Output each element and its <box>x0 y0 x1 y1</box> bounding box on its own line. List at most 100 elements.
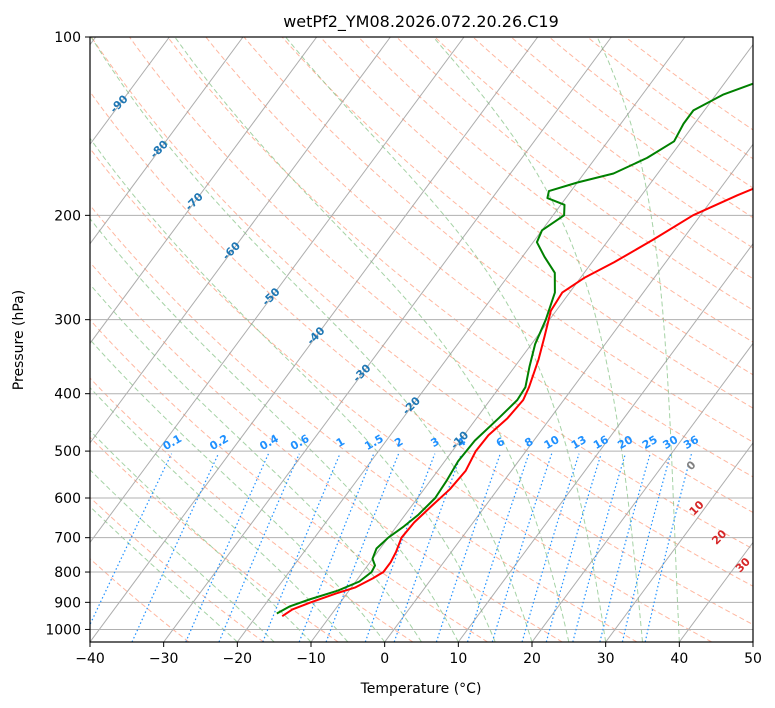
isotherm-label: -60 <box>220 239 243 262</box>
mixing-ratio-label: 6 <box>494 435 507 450</box>
dry-adiabat-label: 0 <box>684 458 699 473</box>
x-tick-label: 20 <box>523 651 541 667</box>
moist-adiabat-line <box>90 338 386 642</box>
isotherm-line <box>605 442 753 642</box>
isotherm-label: -80 <box>148 138 171 161</box>
mixing-ratio-line <box>491 453 553 642</box>
mixing-ratio-label: 0.4 <box>257 432 281 453</box>
dry-adiabat-label: 10 <box>687 498 707 518</box>
y-tick-label: 400 <box>54 387 81 403</box>
dry-adiabat-label: 20 <box>709 527 729 547</box>
mixing-ratio-line <box>393 453 463 642</box>
mixing-ratio-label: 20 <box>615 433 635 452</box>
dry-adiabat-line <box>243 37 753 443</box>
x-tick-label: −40 <box>75 651 105 667</box>
dry-adiabat-line <box>90 147 712 642</box>
y-axis-ticks: 100 200 300 400 500 600 700 800 900 1000 <box>45 30 90 638</box>
isotherm-line <box>90 37 539 642</box>
plot-frame <box>89 36 754 643</box>
moist-adiabat-line <box>90 137 496 642</box>
x-tick-label: −20 <box>223 651 253 667</box>
dry-adiabat-line <box>90 377 414 642</box>
x-tick-label: −10 <box>296 651 326 667</box>
dry-adiabat-line <box>472 37 753 249</box>
dry-adiabat-line <box>90 90 753 626</box>
isotherm-line <box>236 37 686 642</box>
mixing-ratio-line <box>599 453 651 642</box>
y-tick-label: 500 <box>54 444 81 460</box>
mixing-ratio-line <box>298 453 375 642</box>
isotherm-line <box>90 37 391 444</box>
mixing-ratio-label: 1.5 <box>362 432 385 453</box>
isotherm-label: -40 <box>304 324 327 347</box>
isotherm-line <box>384 143 753 642</box>
mixing-ratio-line <box>621 453 672 642</box>
dry-adiabat-line <box>434 37 753 280</box>
mixing-ratio-label: 2 <box>392 435 405 450</box>
y-tick-label: 200 <box>54 208 81 224</box>
isotherm-line <box>752 641 753 642</box>
x-axis-title: Temperature (°C) <box>360 681 482 697</box>
mixing-ratio-label: 30 <box>660 433 680 452</box>
mixing-ratio-label: 1 <box>334 435 347 450</box>
mixing-ratio-line <box>90 453 173 626</box>
line-labels: 0.1 0.2 0.4 0.6 1 1.5 2 3 4 6 8 10 13 16 20 25 30 36-100-… <box>90 47 775 603</box>
x-tick-label: 0 <box>380 651 389 667</box>
y-tick-label: 600 <box>54 491 81 507</box>
mixing-ratio-label: 0.2 <box>207 432 230 453</box>
y-tick-label: 700 <box>54 531 81 547</box>
moist-adiabat-line <box>285 37 607 642</box>
plot-area: 0.1 0.2 0.4 0.6 1 1.5 2 3 4 6 8 10 13 16 20 25 30 36-100-… <box>90 37 775 642</box>
moist-adiabat-line <box>90 469 275 642</box>
mixing-ratio-line <box>521 453 580 642</box>
dry-adiabat-line <box>319 37 753 376</box>
isotherm-line <box>90 37 244 245</box>
pressure-gridlines <box>90 37 753 630</box>
dry-adiabat-line <box>396 37 753 311</box>
isotherm-line <box>90 37 318 345</box>
y-tick-label: 900 <box>54 595 81 611</box>
dry-adiabat-line <box>358 37 753 343</box>
y-axis-title: Pressure (hPa) <box>11 290 27 390</box>
y-tick-label: 1000 <box>45 622 81 638</box>
dry-adiabat-line <box>90 261 563 642</box>
isotherm-line <box>310 43 753 642</box>
x-tick-label: 40 <box>670 651 688 667</box>
mixing-ratio-label: 25 <box>640 433 660 452</box>
isotherm-line <box>457 242 753 642</box>
moist-adiabat-line <box>90 429 312 642</box>
isotherm-line <box>531 342 753 642</box>
mixing-ratio-line <box>262 453 341 642</box>
mixing-ratio-line <box>325 453 400 642</box>
mixing-ratio-line <box>466 453 530 642</box>
dry-adiabat-line <box>548 37 753 189</box>
moist-adiabat-line <box>90 387 349 642</box>
isotherm-line <box>163 37 612 642</box>
y-tick-label: 100 <box>54 30 81 46</box>
dry-adiabat-line <box>90 436 339 642</box>
mixing-ratio-label: 13 <box>569 433 589 452</box>
mixing-ratio-label: 0.6 <box>288 432 312 453</box>
dry-adiabat-line <box>167 37 753 514</box>
isotherm-line <box>90 37 465 544</box>
dry-adiabat-line <box>129 37 753 550</box>
dry-adiabat-label: 40 <box>756 583 775 603</box>
dewpoint-profile-line <box>276 82 753 615</box>
mixing-ratio-label: 8 <box>522 435 535 450</box>
dry-adiabat-line <box>510 37 753 219</box>
moist-adiabat-line <box>90 37 533 642</box>
dry-adiabat-line <box>90 496 264 642</box>
isotherm-line <box>678 541 753 642</box>
y-tick-label: 300 <box>54 313 81 329</box>
x-tick-label: 50 <box>744 651 762 667</box>
mixing-ratio-line <box>131 453 219 642</box>
dry-adiabat-line <box>90 204 638 642</box>
moist-adiabat-line <box>432 37 643 642</box>
dry-adiabat-line <box>90 558 190 642</box>
moist-adiabat-line <box>174 37 570 642</box>
isotherm-label: -90 <box>107 92 130 115</box>
mixing-ratio-line <box>364 453 436 642</box>
x-axis-ticks: −40 −30 −20 −10 0 10 20 30 40 50 <box>75 642 762 667</box>
mixing-ratio-label: 16 <box>591 433 611 452</box>
mixing-ratio-line <box>644 453 693 642</box>
